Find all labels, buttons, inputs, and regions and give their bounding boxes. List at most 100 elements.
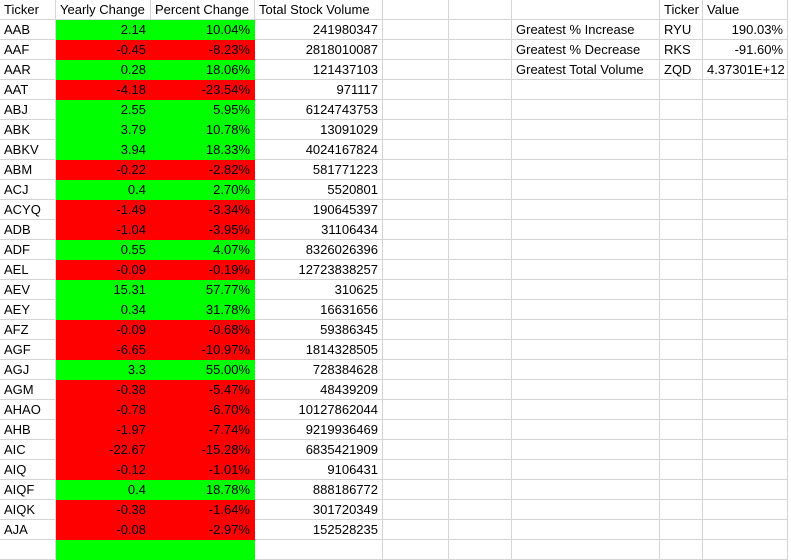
total-volume-cell[interactable]: 190645397 — [255, 200, 383, 220]
empty-cell[interactable] — [660, 380, 703, 400]
empty-cell[interactable] — [512, 160, 660, 180]
yearly-change-cell[interactable]: 2.55 — [56, 100, 151, 120]
total-volume-cell[interactable]: 5520801 — [255, 180, 383, 200]
empty-cell[interactable] — [449, 520, 512, 540]
percent-change-cell[interactable]: -7.74% — [151, 420, 255, 440]
empty-cell[interactable] — [703, 180, 788, 200]
empty-cell[interactable] — [660, 260, 703, 280]
yearly-change-cell[interactable]: 0.4 — [56, 480, 151, 500]
ticker-cell[interactable]: AHB — [0, 420, 56, 440]
empty-cell[interactable] — [512, 340, 660, 360]
empty-cell[interactable] — [660, 140, 703, 160]
percent-change-cell[interactable]: -2.97% — [151, 520, 255, 540]
total-volume-cell[interactable]: 12723838257 — [255, 260, 383, 280]
empty-cell[interactable] — [660, 460, 703, 480]
empty-cell[interactable] — [383, 400, 449, 420]
empty-cell[interactable] — [449, 420, 512, 440]
empty-cell[interactable] — [383, 460, 449, 480]
empty-cell[interactable] — [449, 320, 512, 340]
empty-cell[interactable] — [512, 280, 660, 300]
empty-cell[interactable] — [383, 260, 449, 280]
empty-cell[interactable] — [703, 520, 788, 540]
empty-cell[interactable] — [660, 520, 703, 540]
percent-change-cell[interactable]: 31.78% — [151, 300, 255, 320]
empty-cell[interactable] — [383, 160, 449, 180]
total-volume-cell[interactable]: 728384628 — [255, 360, 383, 380]
empty-cell[interactable] — [383, 500, 449, 520]
empty-cell[interactable] — [512, 220, 660, 240]
ticker-cell[interactable]: ACJ — [0, 180, 56, 200]
column-header[interactable]: Total Stock Volume — [255, 0, 383, 20]
ticker-cell[interactable]: AGJ — [0, 360, 56, 380]
empty-cell[interactable] — [383, 440, 449, 460]
empty-cell[interactable] — [660, 160, 703, 180]
ticker-cell[interactable]: AGM — [0, 380, 56, 400]
empty-cell[interactable] — [660, 220, 703, 240]
total-volume-cell[interactable]: 48439209 — [255, 380, 383, 400]
empty-cell[interactable] — [383, 340, 449, 360]
ticker-cell[interactable]: AAR — [0, 60, 56, 80]
total-volume-cell[interactable]: 121437103 — [255, 60, 383, 80]
empty-cell[interactable] — [660, 100, 703, 120]
empty-cell[interactable] — [512, 0, 660, 20]
column-header[interactable]: Ticker — [0, 0, 56, 20]
empty-cell[interactable] — [703, 340, 788, 360]
percent-change-cell[interactable]: -1.01% — [151, 460, 255, 480]
summary-value[interactable]: 4.37301E+12 — [703, 60, 788, 80]
percent-change-cell[interactable]: 10.78% — [151, 120, 255, 140]
yearly-change-cell[interactable]: -1.97 — [56, 420, 151, 440]
empty-cell[interactable] — [449, 220, 512, 240]
ticker-cell[interactable]: AAT — [0, 80, 56, 100]
empty-cell[interactable] — [512, 120, 660, 140]
empty-cell[interactable] — [660, 80, 703, 100]
empty-cell[interactable] — [383, 320, 449, 340]
empty-cell[interactable] — [449, 200, 512, 220]
empty-cell[interactable] — [383, 380, 449, 400]
total-volume-cell[interactable]: 4024167824 — [255, 140, 383, 160]
empty-cell[interactable] — [703, 140, 788, 160]
empty-cell[interactable] — [449, 360, 512, 380]
yearly-change-cell[interactable]: -0.45 — [56, 40, 151, 60]
empty-cell[interactable] — [449, 120, 512, 140]
summary-header-value[interactable]: Value — [703, 0, 788, 20]
ticker-cell[interactable]: AEL — [0, 260, 56, 280]
total-volume-cell[interactable]: 301720349 — [255, 500, 383, 520]
total-volume-cell[interactable]: 152528235 — [255, 520, 383, 540]
empty-cell[interactable] — [703, 380, 788, 400]
ticker-cell[interactable] — [0, 540, 56, 560]
total-volume-cell[interactable]: 971117 — [255, 80, 383, 100]
yearly-change-cell[interactable]: -1.04 — [56, 220, 151, 240]
yearly-change-cell[interactable]: -0.22 — [56, 160, 151, 180]
percent-change-cell[interactable]: -3.34% — [151, 200, 255, 220]
ticker-cell[interactable]: AAB — [0, 20, 56, 40]
empty-cell[interactable] — [449, 40, 512, 60]
empty-cell[interactable] — [703, 80, 788, 100]
percent-change-cell[interactable]: 57.77% — [151, 280, 255, 300]
percent-change-cell[interactable]: -0.19% — [151, 260, 255, 280]
ticker-cell[interactable]: AEV — [0, 280, 56, 300]
percent-change-cell[interactable]: -5.47% — [151, 380, 255, 400]
empty-cell[interactable] — [512, 540, 660, 560]
yearly-change-cell[interactable]: 2.14 — [56, 20, 151, 40]
yearly-change-cell[interactable]: 3.3 — [56, 360, 151, 380]
yearly-change-cell[interactable]: 0.28 — [56, 60, 151, 80]
total-volume-cell[interactable]: 9219936469 — [255, 420, 383, 440]
empty-cell[interactable] — [512, 300, 660, 320]
empty-cell[interactable] — [703, 460, 788, 480]
empty-cell[interactable] — [449, 540, 512, 560]
total-volume-cell[interactable]: 6124743753 — [255, 100, 383, 120]
empty-cell[interactable] — [449, 240, 512, 260]
empty-cell[interactable] — [660, 240, 703, 260]
percent-change-cell[interactable]: 2.70% — [151, 180, 255, 200]
percent-change-cell[interactable]: -8.23% — [151, 40, 255, 60]
empty-cell[interactable] — [383, 280, 449, 300]
empty-cell[interactable] — [660, 340, 703, 360]
empty-cell[interactable] — [383, 200, 449, 220]
yearly-change-cell[interactable]: -0.08 — [56, 520, 151, 540]
summary-value[interactable]: -91.60% — [703, 40, 788, 60]
empty-cell[interactable] — [449, 440, 512, 460]
empty-cell[interactable] — [512, 520, 660, 540]
total-volume-cell[interactable]: 8326026396 — [255, 240, 383, 260]
empty-cell[interactable] — [660, 320, 703, 340]
